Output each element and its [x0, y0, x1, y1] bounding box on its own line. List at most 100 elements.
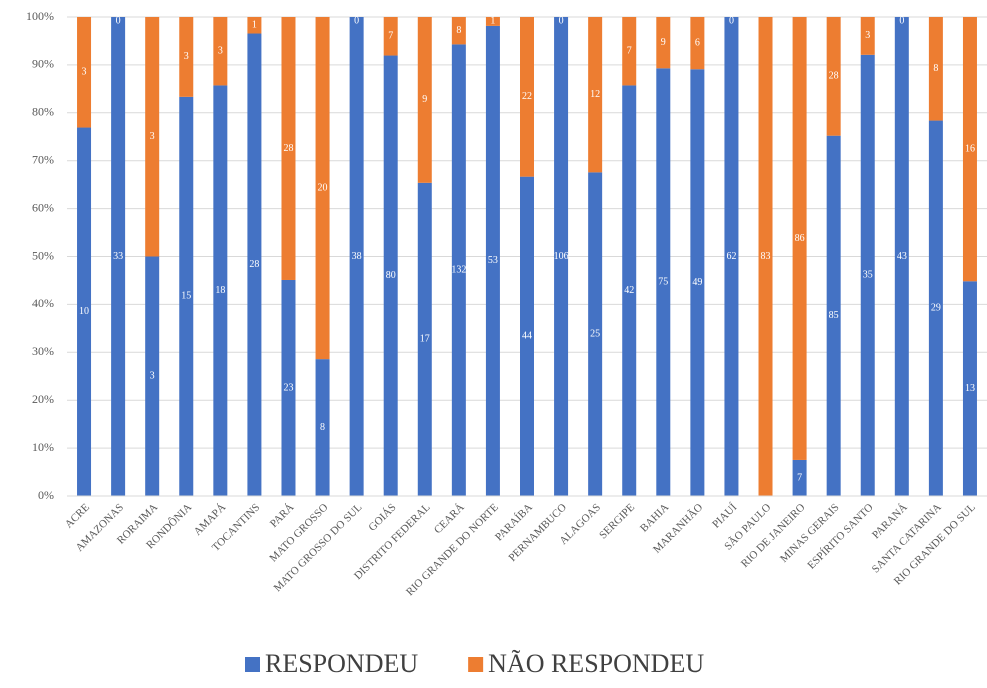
data-label: 17 — [420, 334, 430, 345]
x-tick-label: MINAS GERAIS — [778, 501, 842, 565]
x-tick-label: BAHIA — [638, 501, 671, 534]
data-label: 53 — [488, 255, 498, 266]
data-label: 3 — [218, 46, 223, 57]
bar-segment — [792, 459, 807, 496]
data-label: 75 — [658, 276, 668, 287]
data-label: 29 — [931, 303, 941, 314]
data-label: 0 — [899, 15, 904, 26]
data-label: 28 — [283, 143, 293, 154]
data-label: 85 — [829, 310, 839, 321]
bar-segment — [145, 17, 160, 257]
bar-segment — [213, 17, 228, 86]
data-label: 8 — [933, 63, 938, 74]
bar-segment — [281, 279, 296, 496]
data-label: 49 — [692, 277, 702, 288]
y-tick-label: 90% — [32, 57, 54, 71]
data-label: 6 — [695, 37, 700, 48]
x-tick-label: ESPÍRITO SANTO — [805, 501, 875, 571]
data-label: 132 — [451, 264, 466, 275]
bar-segment — [826, 17, 841, 136]
data-label: 0 — [559, 15, 564, 26]
x-tick-label: PARÁ — [268, 501, 297, 530]
bar-segment — [724, 17, 739, 496]
bar-segment — [145, 256, 160, 496]
data-label: 62 — [726, 251, 736, 262]
bar-segment — [826, 135, 841, 497]
data-label: 28 — [829, 71, 839, 82]
legend-label: RESPONDEU — [265, 649, 418, 678]
x-tick-label: GOIÁS — [366, 501, 398, 533]
bar-segment — [588, 172, 603, 496]
data-label: 106 — [554, 251, 569, 262]
data-label: 3 — [150, 371, 155, 382]
bar-segment — [894, 17, 909, 496]
data-label: 13 — [965, 383, 975, 394]
bar-segment — [247, 33, 262, 496]
bar-segment — [485, 25, 500, 497]
bar-segment — [962, 17, 977, 282]
data-label: 0 — [354, 15, 359, 26]
data-label: 25 — [590, 328, 600, 339]
data-label: 43 — [897, 251, 907, 262]
bar-segment — [588, 17, 603, 173]
x-tick-label: PIAUÍ — [710, 501, 739, 530]
bar-segment — [213, 85, 228, 496]
y-tick-label: 30% — [32, 344, 54, 358]
bar-segment — [554, 17, 569, 496]
bar-segment — [77, 17, 92, 128]
bar-segment — [417, 182, 432, 497]
bar-segment — [690, 69, 705, 496]
data-label: 28 — [249, 259, 259, 270]
y-tick-label: 0% — [38, 488, 54, 502]
data-label: 33 — [113, 251, 123, 262]
data-label: 7 — [388, 31, 393, 42]
y-tick-label: 10% — [32, 440, 54, 454]
data-label: 8 — [320, 422, 325, 433]
bar-segment — [622, 17, 637, 86]
bar-segment — [383, 17, 398, 56]
y-tick-label: 20% — [32, 392, 54, 406]
y-tick-label: 70% — [32, 152, 54, 166]
data-label: 20 — [318, 182, 328, 193]
data-label: 38 — [352, 251, 362, 262]
data-label: 22 — [522, 91, 532, 102]
bar-segment — [179, 17, 194, 97]
bar-segment — [349, 17, 364, 496]
data-label: 44 — [522, 331, 532, 342]
bar-segment — [451, 17, 466, 45]
bar-segment — [656, 17, 671, 69]
bar-segment — [77, 127, 92, 497]
data-label: 9 — [661, 37, 666, 48]
bar-segment — [860, 54, 875, 496]
data-label: 3 — [150, 131, 155, 142]
bar-segment — [962, 281, 977, 496]
data-label: 16 — [965, 143, 975, 154]
y-tick-label: 40% — [32, 296, 54, 310]
x-tick-label: RIO DE JANEIRO — [739, 501, 808, 570]
data-label: 35 — [863, 270, 873, 281]
bar-segment — [451, 44, 466, 496]
y-tick-label: 100% — [26, 9, 54, 23]
data-label: 7 — [627, 46, 632, 57]
bar-segment — [520, 176, 534, 496]
bar-segment — [928, 17, 943, 121]
bar-segment — [247, 17, 262, 34]
data-label: 8 — [456, 25, 461, 36]
legend-swatch — [468, 657, 484, 672]
bar-segment — [179, 96, 194, 496]
data-label: 12 — [590, 89, 600, 100]
x-tick-label: ACRE — [63, 501, 92, 530]
bar-segment — [417, 17, 432, 183]
x-tick-label: MATO GROSSO — [267, 501, 330, 564]
bar-segment — [690, 17, 705, 70]
bar-segment — [315, 359, 330, 496]
data-label: 3 — [82, 67, 87, 78]
legend-label: NÃO RESPONDEU — [488, 649, 704, 678]
bar-segment — [792, 17, 807, 460]
data-label: 18 — [215, 285, 225, 296]
data-label: 86 — [795, 233, 805, 244]
data-label: 10 — [79, 306, 89, 317]
legend-swatch — [245, 657, 260, 672]
bar-segment — [758, 17, 773, 496]
bar-segment — [622, 85, 637, 496]
